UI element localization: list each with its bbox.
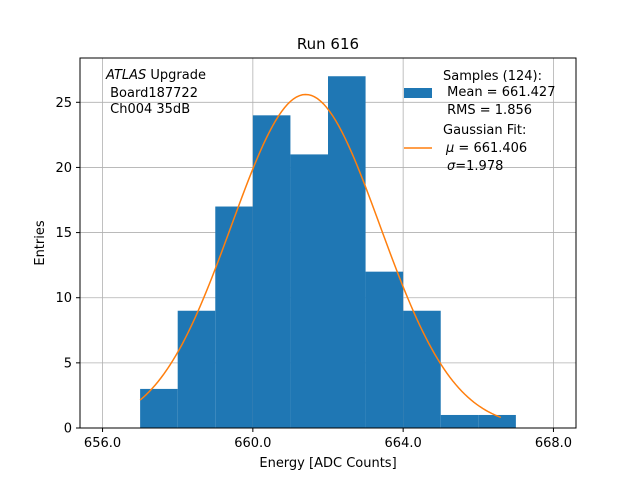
legend-samples-rms: RMS = 1.856 <box>443 103 532 118</box>
legend-mu-symbol: μ <box>445 141 454 156</box>
annotation-upgrade: Upgrade <box>146 68 206 83</box>
y-tick-label: 10 <box>55 291 72 306</box>
x-axis-label: Energy [ADC Counts] <box>259 456 396 471</box>
legend-fit-title: Gaussian Fit: <box>443 123 526 138</box>
legend-mu-value: = 661.406 <box>454 141 527 156</box>
histogram-bar <box>290 154 328 428</box>
x-tick-label: 660.0 <box>234 436 271 451</box>
legend-samples-mean: Mean = 661.427 <box>443 85 555 100</box>
y-tick-label: 0 <box>64 422 72 437</box>
y-tick-label: 15 <box>55 226 72 241</box>
axis-ticks: 656.0 660.0 664.0 668.0 0 5 10 15 20 25 <box>55 96 572 451</box>
histogram-bar <box>252 115 291 428</box>
legend-samples-title: Samples (124): <box>443 69 542 84</box>
chart-title: Run 616 <box>297 35 359 53</box>
y-tick-label: 25 <box>55 96 72 111</box>
histogram-bar <box>365 271 404 428</box>
x-tick-label: 664.0 <box>385 436 422 451</box>
annotation-atlas: ATLAS <box>105 68 146 83</box>
plot-frame <box>79 57 577 429</box>
annotation-line-1: ATLAS Upgrade <box>105 68 206 83</box>
histogram-bar <box>478 414 516 428</box>
y-tick-label: 5 <box>64 356 72 371</box>
legend-fit-mu: μ = 661.406 <box>445 141 527 156</box>
histogram-bar <box>440 414 479 428</box>
atlas-annotation: ATLAS Upgrade Board187722 Ch004 35dB <box>105 68 206 117</box>
x-tick-label: 656.0 <box>84 436 121 451</box>
legend: Samples (124): Mean = 661.427 RMS = 1.85… <box>404 69 555 174</box>
annotation-channel: Ch004 35dB <box>106 102 190 117</box>
gaussian-fit <box>139 93 502 419</box>
histogram-bar <box>215 206 253 428</box>
histogram-bar <box>328 76 366 428</box>
legend-sigma-symbol: σ <box>447 159 456 174</box>
y-tick-label: 20 <box>55 161 72 176</box>
y-axis-label: Entries <box>33 220 48 266</box>
legend-samples-swatch <box>404 88 432 98</box>
x-tick-label: 668.0 <box>535 436 572 451</box>
legend-fit-sigma: σ=1.978 <box>447 159 503 174</box>
fit-curve <box>139 93 502 419</box>
histogram-bars <box>140 76 516 428</box>
annotation-board: Board187722 <box>106 86 198 101</box>
legend-sigma-value: =1.978 <box>455 159 503 174</box>
histogram-bar <box>177 310 216 428</box>
